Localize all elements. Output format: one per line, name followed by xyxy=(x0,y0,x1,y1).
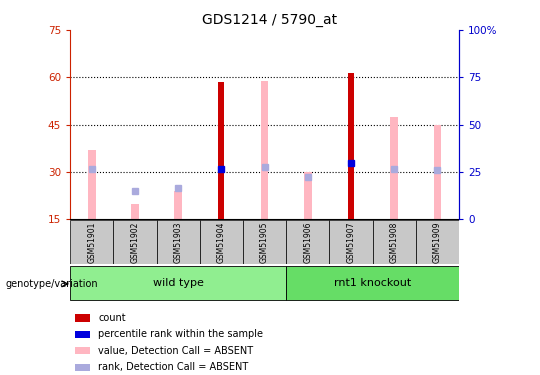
Bar xyxy=(390,117,398,219)
Bar xyxy=(243,220,286,264)
Text: GSM51909: GSM51909 xyxy=(433,222,442,263)
Bar xyxy=(200,220,243,264)
Text: GSM51906: GSM51906 xyxy=(303,222,312,263)
Bar xyxy=(373,220,416,264)
Text: GSM51907: GSM51907 xyxy=(347,222,355,263)
Bar xyxy=(70,266,286,300)
Bar xyxy=(304,172,312,219)
Text: rnt1 knockout: rnt1 knockout xyxy=(334,278,411,288)
Bar xyxy=(88,150,96,219)
Text: GSM51902: GSM51902 xyxy=(131,222,139,263)
Bar xyxy=(286,266,459,300)
Bar xyxy=(416,220,459,264)
Bar xyxy=(75,331,90,338)
Bar xyxy=(113,220,157,264)
Bar xyxy=(434,124,441,219)
Bar xyxy=(131,204,139,219)
Text: rank, Detection Call = ABSENT: rank, Detection Call = ABSENT xyxy=(98,362,248,372)
Bar xyxy=(157,220,200,264)
Text: count: count xyxy=(98,313,126,323)
Text: GSM51903: GSM51903 xyxy=(174,222,183,263)
Text: GSM51901: GSM51901 xyxy=(87,222,96,263)
Bar xyxy=(75,347,90,354)
Text: percentile rank within the sample: percentile rank within the sample xyxy=(98,329,264,339)
Text: value, Detection Call = ABSENT: value, Detection Call = ABSENT xyxy=(98,346,253,356)
Text: GDS1214 / 5790_at: GDS1214 / 5790_at xyxy=(202,13,338,27)
Bar xyxy=(329,220,373,264)
Bar xyxy=(348,73,354,219)
Text: GSM51904: GSM51904 xyxy=(217,222,226,263)
Bar xyxy=(218,82,225,219)
Bar xyxy=(75,314,90,322)
Bar xyxy=(261,81,268,219)
Bar xyxy=(75,364,90,371)
Text: GSM51908: GSM51908 xyxy=(390,222,399,263)
Bar xyxy=(70,220,113,264)
Text: genotype/variation: genotype/variation xyxy=(5,279,98,289)
Text: GSM51905: GSM51905 xyxy=(260,222,269,263)
Text: wild type: wild type xyxy=(153,278,204,288)
Bar xyxy=(286,220,329,264)
Bar xyxy=(174,191,182,219)
